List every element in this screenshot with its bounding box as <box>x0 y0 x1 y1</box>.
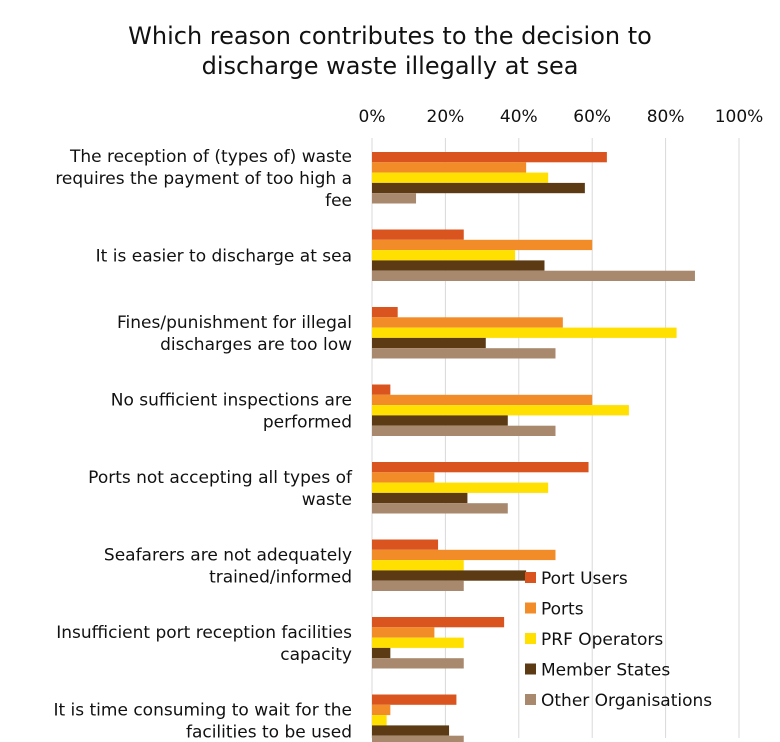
bar <box>372 658 464 669</box>
bar <box>372 560 464 571</box>
x-tick-label: 80% <box>647 107 685 127</box>
bar <box>372 735 464 742</box>
x-tick-label: 20% <box>427 107 465 127</box>
chart-title-line: Which reason contributes to the decision… <box>128 22 652 50</box>
bar <box>372 694 457 705</box>
bar <box>372 570 527 581</box>
category-label: Ports not accepting all types of <box>88 468 353 488</box>
bar <box>372 580 464 591</box>
legend-entry: Member States <box>541 661 670 681</box>
category-label: waste <box>302 490 352 510</box>
bar <box>372 492 468 504</box>
legend-entry: Ports <box>541 600 584 620</box>
bar <box>372 239 593 251</box>
bar <box>372 617 505 628</box>
bar <box>372 172 549 183</box>
x-tick-label: 0% <box>359 107 386 127</box>
bar <box>372 725 450 736</box>
category-label: discharges are too low <box>160 335 352 355</box>
bar <box>372 337 486 349</box>
bar <box>372 539 439 550</box>
legend-swatch <box>525 663 536 675</box>
bar <box>372 425 556 436</box>
legend: Port Users Ports PRF Operators Member State… <box>525 569 712 711</box>
bar <box>372 472 435 483</box>
bar <box>372 193 417 204</box>
legend-swatch <box>525 694 536 705</box>
bar <box>372 327 677 338</box>
category-label: Insufficient port reception facilities <box>56 623 352 643</box>
x-axis-tick-labels: 0% 20% 40% 60% 80% 100% <box>359 107 764 127</box>
category-label: fee <box>325 191 352 211</box>
category-label: It is time consuming to wait for the <box>53 700 352 720</box>
x-tick-label: 60% <box>573 107 611 127</box>
category-labels: The reception of (types of) wasterequire… <box>53 147 353 742</box>
bar <box>372 348 556 359</box>
bar <box>372 152 607 163</box>
legend-entry: PRF Operators <box>541 630 663 650</box>
chart-title: Which reason contributes to the decision… <box>128 22 652 80</box>
bar <box>372 627 435 638</box>
category-label: trained/informed <box>209 567 352 587</box>
bar <box>372 162 527 173</box>
chart-title-line: discharge waste illegally at sea <box>202 52 579 80</box>
bar <box>372 462 589 473</box>
category-label: The reception of (types of) waste <box>69 147 352 167</box>
bar <box>372 229 464 240</box>
bar <box>372 270 695 281</box>
bar <box>372 384 391 395</box>
legend-swatch <box>525 572 536 583</box>
category-label: performed <box>263 412 352 432</box>
category-label: requires the payment of too high a <box>55 169 352 189</box>
bar <box>372 260 545 271</box>
bar <box>372 503 508 514</box>
category-label: Fines/punishment for illegal <box>117 313 352 333</box>
bars <box>372 152 695 742</box>
legend-swatch <box>525 633 536 644</box>
category-label: No sufficient inspections are <box>111 390 352 410</box>
bar <box>372 307 398 318</box>
bar <box>372 704 391 716</box>
category-label: capacity <box>280 645 352 665</box>
bar <box>372 647 391 659</box>
bar <box>372 317 563 328</box>
x-tick-label: 40% <box>500 107 538 127</box>
bar <box>372 637 464 648</box>
legend-swatch <box>525 602 536 614</box>
bar <box>372 415 508 426</box>
category-label: Seafarers are not adequately <box>104 545 352 565</box>
bar <box>372 405 629 416</box>
bar <box>372 549 556 561</box>
x-tick-label: 100% <box>715 107 764 127</box>
bar <box>372 250 516 261</box>
category-label: It is easier to discharge at sea <box>96 246 352 266</box>
bar <box>372 715 387 726</box>
bar <box>372 182 585 194</box>
legend-entry: Port Users <box>541 569 628 589</box>
bar <box>372 482 549 493</box>
legend-entry: Other Organisations <box>541 691 712 711</box>
category-label: facilities to be used <box>186 722 352 742</box>
bar <box>372 394 593 406</box>
